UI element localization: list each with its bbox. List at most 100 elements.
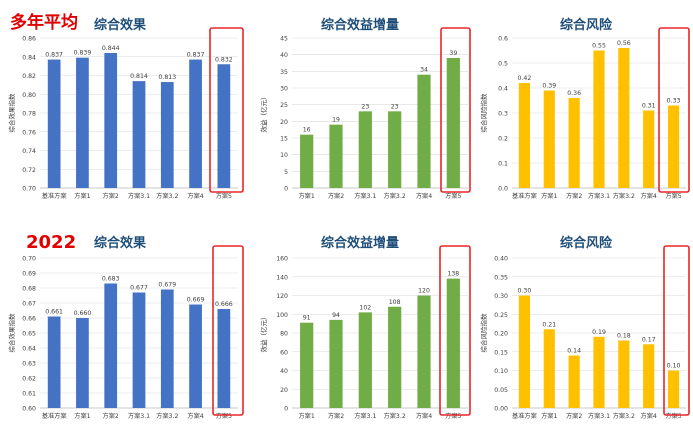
- y-tick-label: 0.62: [22, 376, 36, 383]
- bar: [160, 289, 174, 408]
- data-label: 0.669: [187, 297, 205, 304]
- y-tick-label: 0.25: [494, 312, 508, 319]
- bar: [189, 304, 202, 408]
- data-label: 0.844: [102, 45, 120, 52]
- y-tick-label: 0.15: [494, 349, 508, 356]
- x-tick-label: 方案3.1: [588, 192, 610, 200]
- x-tick-label: 方案1: [541, 412, 557, 420]
- y-tick-label: 20: [280, 387, 288, 394]
- x-tick-label: 方案5: [665, 412, 681, 420]
- bar: [132, 81, 146, 188]
- y-tick-label: 0.78: [22, 111, 36, 118]
- data-label: 102: [359, 304, 371, 311]
- y-tick-label: 0.68: [22, 286, 36, 293]
- x-tick-label: 方案3.2: [613, 192, 635, 200]
- y-tick-label: 0.05: [494, 387, 508, 394]
- y-tick-label: 0.00: [494, 406, 508, 413]
- y-tick-label: 0.67: [22, 301, 36, 308]
- y-tick-label: 100: [276, 312, 288, 319]
- bar: [543, 90, 555, 188]
- highlight-box: [209, 27, 244, 193]
- x-tick-label: 方案3.1: [588, 412, 610, 420]
- chart-risk-avg: 综合风险 0.0 0.1 0.2 0.3 0.4 0.5 0.6 综合风险指数 0.42 基准方案…: [479, 14, 690, 200]
- data-label: 19: [332, 117, 340, 124]
- data-label: 0.814: [130, 73, 148, 80]
- x-tick-label: 方案3.1: [128, 412, 150, 420]
- data-label: 0.683: [102, 276, 120, 283]
- x-tick-label: 方案4: [187, 412, 203, 420]
- data-label: 0.661: [45, 309, 63, 316]
- x-tick-label: 方案5: [445, 412, 461, 420]
- bar: [543, 329, 555, 408]
- data-label: 23: [391, 103, 399, 110]
- y-tick-label: 160: [276, 256, 288, 263]
- data-label: 0.666: [215, 301, 233, 308]
- y-tick-label: 30: [280, 86, 288, 93]
- x-tick-label: 方案4: [416, 412, 432, 420]
- bar: [358, 312, 372, 408]
- y-axis-label: 效益（亿元）: [259, 94, 268, 133]
- x-tick-label: 方案4: [641, 192, 657, 200]
- bar: [643, 110, 655, 188]
- y-tick-label: 0: [284, 186, 288, 193]
- y-tick-label: 0.66: [22, 316, 36, 323]
- y-tick-label: 0.6: [498, 36, 508, 43]
- data-label: 0.30: [518, 288, 532, 295]
- bar: [618, 48, 630, 188]
- chart-title: 综合风险: [559, 18, 612, 33]
- x-tick-label: 方案4: [187, 192, 203, 200]
- bar: [358, 111, 372, 188]
- bar: [132, 292, 146, 408]
- x-tick-label: 方案3.2: [384, 192, 406, 200]
- row-label-2022: 2022: [26, 232, 77, 253]
- bar: [47, 316, 61, 408]
- x-tick-label: 方案3.1: [354, 412, 376, 420]
- bar: [47, 59, 61, 188]
- bar: [417, 295, 431, 408]
- y-tick-label: 140: [276, 274, 288, 281]
- bar: [189, 59, 202, 188]
- bar: [568, 355, 580, 408]
- y-tick-label: 0.5: [498, 61, 508, 68]
- chart-effect-2022: 综合效果 0.60 0.61 0.62 0.63 0.64 0.65 0.66 0.67 0.6…: [7, 232, 244, 420]
- y-tick-label: 45: [280, 36, 288, 43]
- x-tick-label: 方案1: [74, 412, 90, 420]
- data-label: 0.19: [592, 329, 606, 336]
- data-label: 0.33: [667, 98, 681, 105]
- chart-title: 综合效果: [93, 18, 146, 33]
- y-tick-label: 35: [280, 69, 288, 76]
- y-tick-label: 0.60: [22, 406, 36, 413]
- y-tick-label: 0.61: [22, 391, 36, 398]
- y-tick-label: 0.4: [498, 86, 508, 93]
- y-tick-label: 25: [280, 102, 288, 109]
- chart-benefit-avg: 综合效益增量 0 5 10 15 20 25 30 35 40 45 效益（亿元） 16 方案1 19 方案…: [248, 14, 472, 200]
- data-label: 91: [303, 315, 311, 322]
- y-tick-label: 0.70: [22, 186, 36, 193]
- x-tick-label: 方案5: [216, 412, 232, 420]
- x-tick-label: 方案1: [299, 412, 315, 420]
- y-tick-label: 0.70: [22, 256, 36, 263]
- y-axis-label: 综合效果指数: [7, 93, 16, 133]
- x-tick-label: 基准方案: [512, 192, 538, 200]
- chart-svg: 0.60 0.61 0.62 0.63 0.64 0.65 0.66 0.67 0.68 0.69…: [7, 245, 244, 420]
- bar: [104, 53, 118, 188]
- y-tick-label: 0.40: [494, 256, 508, 263]
- y-tick-label: 0.82: [22, 73, 36, 80]
- chart-svg: 0.00 0.05 0.10 0.15 0.20 0.25 0.30 0.35 0.40 综合风险…: [479, 245, 690, 420]
- y-tick-label: 40: [280, 368, 288, 375]
- bar: [104, 283, 118, 408]
- x-tick-label: 方案2: [328, 192, 344, 200]
- bar: [643, 344, 655, 408]
- x-tick-label: 基准方案: [42, 192, 68, 200]
- bar: [667, 370, 680, 408]
- data-label: 0.36: [567, 90, 581, 97]
- bar: [446, 58, 460, 188]
- data-label: 23: [361, 103, 369, 110]
- data-label: 34: [420, 67, 428, 74]
- y-tick-label: 0.76: [22, 129, 36, 136]
- x-tick-label: 方案5: [216, 192, 232, 200]
- y-tick-label: 0.69: [22, 271, 36, 278]
- x-tick-label: 方案2: [566, 192, 582, 200]
- bar: [618, 340, 630, 408]
- bar: [217, 309, 231, 408]
